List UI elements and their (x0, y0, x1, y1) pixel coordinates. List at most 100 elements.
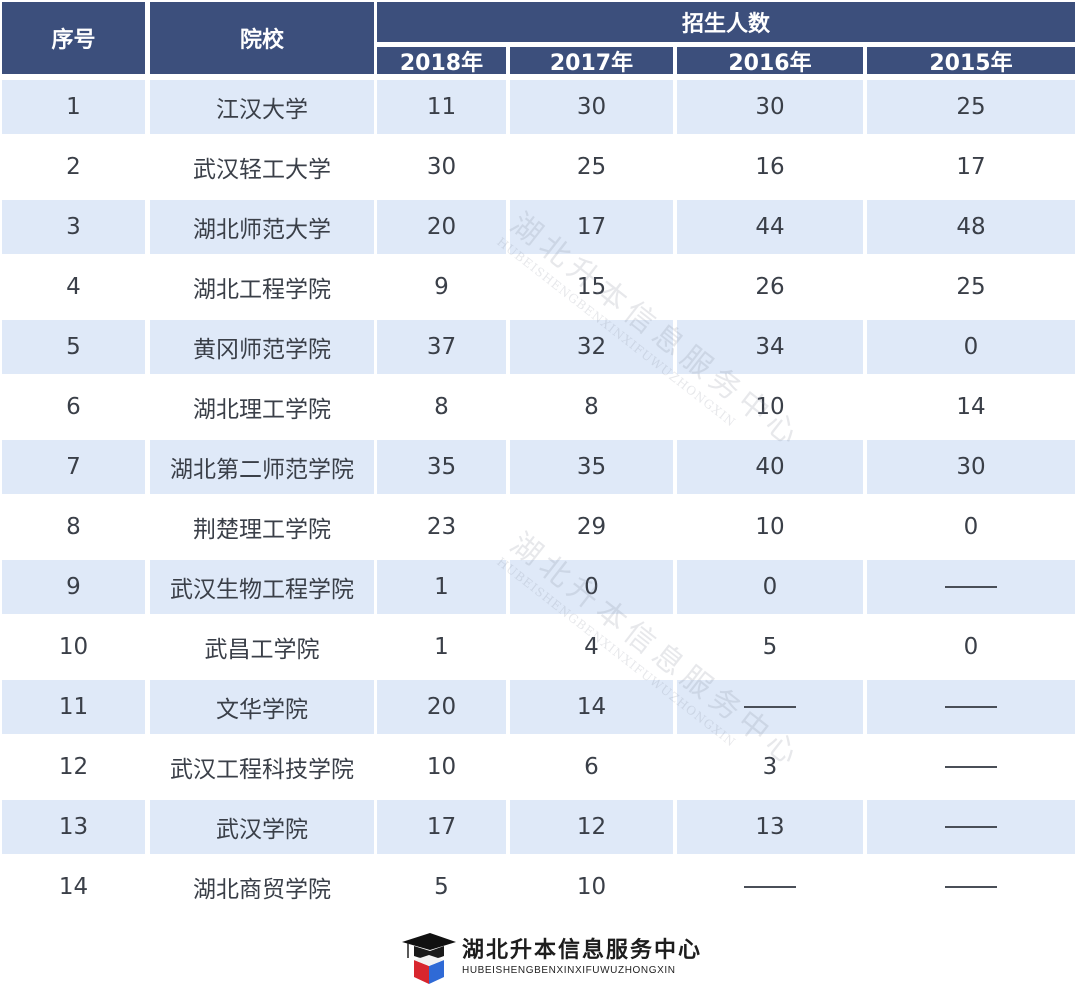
cell-y2017: 15 (576, 274, 607, 300)
table-row: 8 荆楚理工学院 23 29 10 0 (2, 500, 1075, 554)
cell-index: 8 (66, 514, 81, 540)
cell-y2016: 40 (677, 440, 863, 494)
cell-y2016: 5 (762, 634, 778, 660)
cell-index: 2 (66, 154, 81, 180)
no-data-dash (945, 886, 997, 888)
cell-y2017: 10 (576, 874, 607, 900)
cell-y2018: 23 (426, 514, 457, 540)
cell-y2016: 30 (677, 80, 863, 134)
cell-y2018: 1 (434, 634, 449, 660)
cell-y2015 (867, 740, 1075, 794)
cell-school: 湖北工程学院 (193, 277, 331, 303)
table-row: 7 湖北第二师范学院 35 35 40 30 (2, 440, 1075, 494)
cell-index: 1 (2, 80, 145, 134)
cell-y2017: 35 (510, 440, 673, 494)
cell-school: 湖北师范大学 (150, 200, 374, 254)
cell-y2017: 4 (584, 634, 599, 660)
cell-y2016: 26 (755, 274, 785, 300)
table-row: 4 湖北工程学院 9 15 26 25 (2, 260, 1075, 314)
table-row: 12 武汉工程科技学院 10 6 3 (2, 740, 1075, 794)
cell-school: 武汉工程科技学院 (170, 757, 354, 783)
cell-y2017: 32 (510, 320, 673, 374)
header-school: 院校 (150, 2, 374, 74)
table-row: 1 江汉大学 11 30 30 25 (2, 80, 1075, 134)
cell-school: 武昌工学院 (204, 637, 320, 663)
footer-brand: 湖北升本信息服务中心 HUBEISHENGBENXINXIFUWUZHONGXI… (400, 930, 702, 986)
table-row: 11 文华学院 20 14 (2, 680, 1075, 734)
header-year-2017: 2017年 (510, 47, 673, 76)
brand-name-cn: 湖北升本信息服务中心 (462, 938, 703, 963)
cell-school: 文华学院 (150, 680, 374, 734)
cell-y2015: 30 (867, 440, 1075, 494)
cell-y2016: 0 (677, 560, 863, 614)
cell-y2016: 44 (677, 200, 863, 254)
cell-school: 武汉学院 (150, 800, 374, 854)
cell-school: 湖北第二师范学院 (150, 440, 374, 494)
cell-school: 江汉大学 (150, 80, 374, 134)
table-row: 10 武昌工学院 1 4 5 0 (2, 620, 1075, 674)
cell-y2015 (867, 560, 1075, 614)
cell-y2015: 0 (963, 634, 979, 660)
cell-y2017: 0 (510, 560, 673, 614)
cell-y2018: 10 (426, 754, 457, 780)
cell-school: 荆楚理工学院 (193, 517, 331, 543)
cell-y2017: 25 (576, 154, 607, 180)
graduation-cap-cube-icon (400, 930, 458, 986)
cell-y2018: 11 (377, 80, 506, 134)
cell-school: 湖北商贸学院 (193, 877, 331, 903)
header-year-2015: 2015年 (867, 47, 1075, 76)
table-row: 2 武汉轻工大学 30 25 16 17 (2, 140, 1075, 194)
no-data-dash (945, 586, 997, 588)
no-data-dash (744, 886, 796, 888)
table-row: 3 湖北师范大学 20 17 44 48 (2, 200, 1075, 254)
cell-index: 3 (2, 200, 145, 254)
cell-index: 11 (2, 680, 145, 734)
cell-y2015 (867, 860, 1075, 914)
cell-y2018: 30 (426, 154, 457, 180)
cell-y2017: 29 (576, 514, 607, 540)
cell-y2018: 1 (377, 560, 506, 614)
cell-y2017: 12 (510, 800, 673, 854)
cell-y2015: 25 (956, 274, 986, 300)
cell-y2017: 14 (510, 680, 673, 734)
cell-y2018: 20 (377, 680, 506, 734)
cell-y2015: 0 (963, 514, 979, 540)
cell-y2015: 25 (867, 80, 1075, 134)
cell-school: 武汉生物工程学院 (150, 560, 374, 614)
brand-name-en: HUBEISHENGBENXINXIFUWUZHONGXIN (462, 965, 676, 976)
cell-y2016: 10 (755, 514, 785, 540)
header-index: 序号 (2, 2, 145, 74)
cell-school: 黄冈师范学院 (150, 320, 374, 374)
cell-index: 9 (2, 560, 145, 614)
cell-y2015: 0 (867, 320, 1075, 374)
table-row: 6 湖北理工学院 8 8 10 14 (2, 380, 1075, 434)
cell-y2015 (867, 680, 1075, 734)
cell-y2018: 5 (434, 874, 449, 900)
cell-y2016: 34 (677, 320, 863, 374)
header-year-2016: 2016年 (677, 47, 863, 76)
cell-index: 5 (2, 320, 145, 374)
cell-y2016: 10 (755, 394, 785, 420)
cell-y2018: 8 (434, 394, 449, 420)
table-row: 5 黄冈师范学院 37 32 34 0 (2, 320, 1075, 374)
cell-index: 10 (58, 634, 89, 660)
cell-y2016 (677, 680, 863, 734)
no-data-dash (744, 706, 796, 708)
cell-y2015 (867, 800, 1075, 854)
cell-index: 4 (66, 274, 81, 300)
cell-y2015: 14 (956, 394, 986, 420)
cell-y2017: 17 (510, 200, 673, 254)
cell-y2016: 3 (762, 754, 778, 780)
cell-index: 12 (58, 754, 89, 780)
cell-y2018: 9 (434, 274, 449, 300)
cell-y2018: 35 (377, 440, 506, 494)
header-enrollment-group: 招生人数 (377, 2, 1075, 42)
table-row: 9 武汉生物工程学院 1 0 0 (2, 560, 1075, 614)
cell-school: 湖北理工学院 (193, 397, 331, 423)
no-data-dash (945, 766, 997, 768)
cell-y2018: 37 (377, 320, 506, 374)
cell-y2015: 17 (956, 154, 986, 180)
cell-index: 14 (58, 874, 89, 900)
cell-y2017: 30 (510, 80, 673, 134)
no-data-dash (945, 706, 997, 708)
